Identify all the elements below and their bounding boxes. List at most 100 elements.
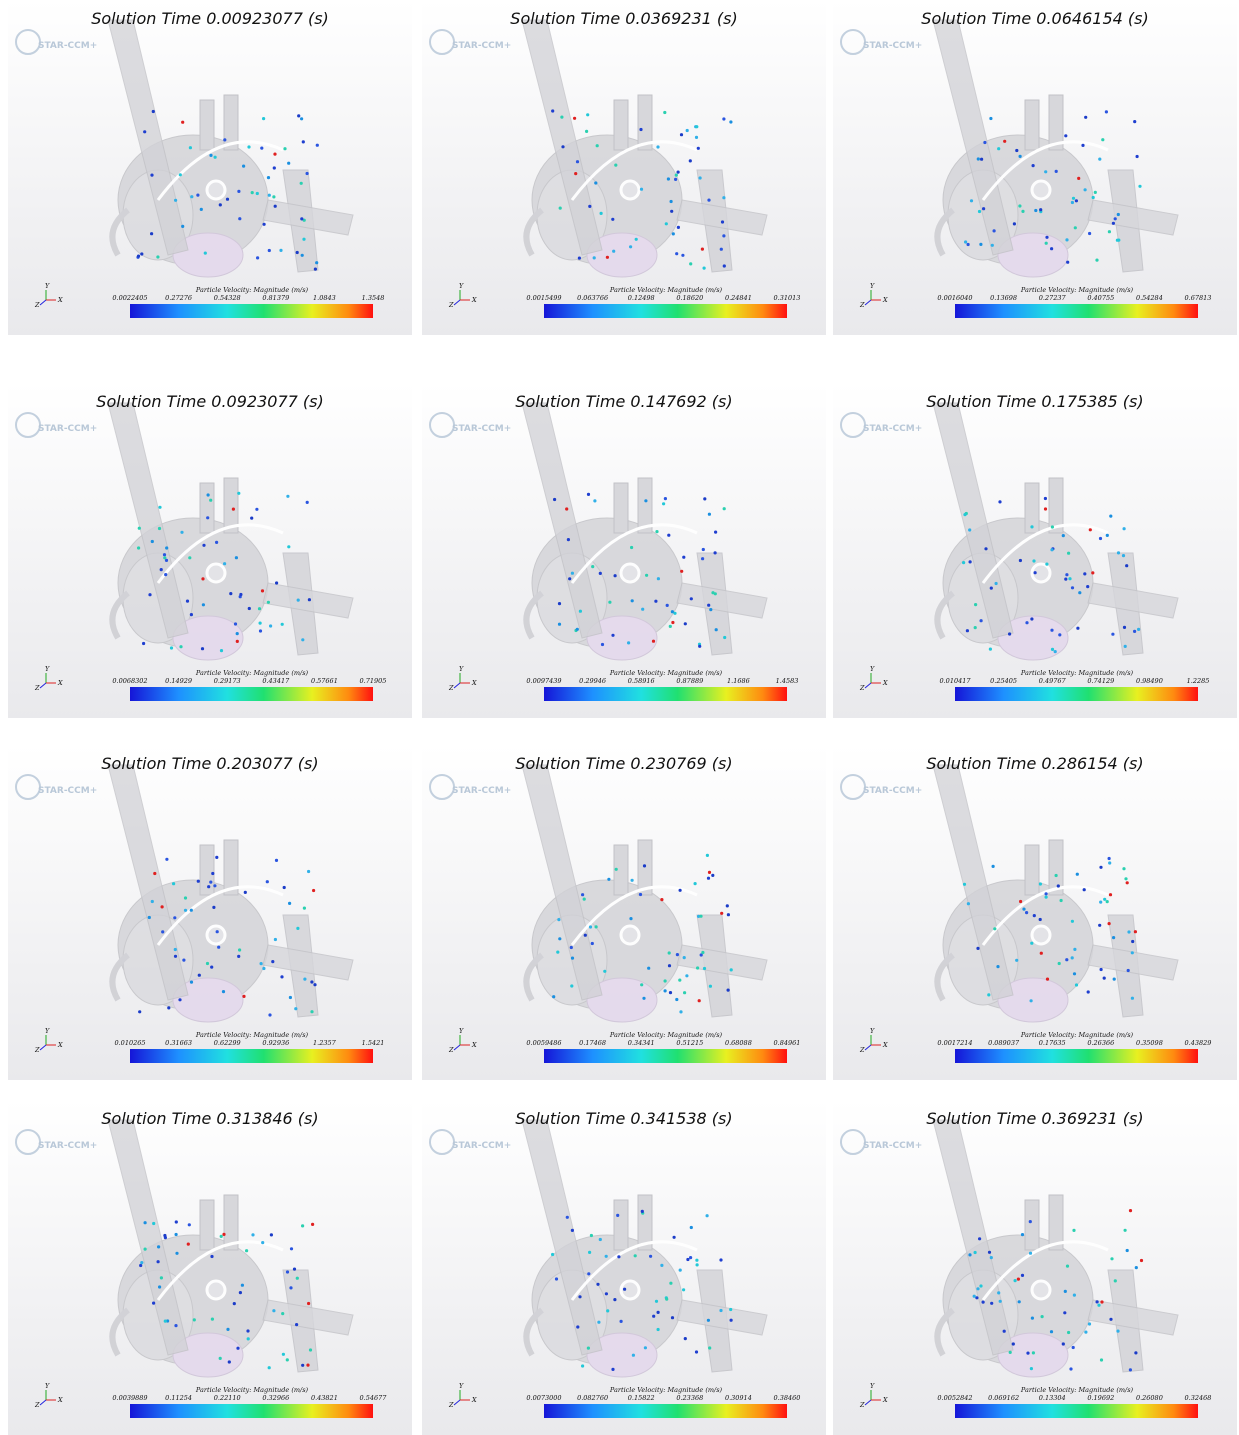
particle xyxy=(1071,956,1074,959)
particle xyxy=(251,1233,254,1236)
particle xyxy=(1073,972,1076,975)
particle xyxy=(645,574,648,577)
particle xyxy=(1050,1330,1053,1333)
particle xyxy=(980,158,983,161)
particle xyxy=(1137,628,1140,631)
particle xyxy=(1063,1311,1066,1314)
particle xyxy=(1114,1279,1117,1282)
particle xyxy=(1083,888,1086,891)
particle xyxy=(686,129,689,132)
particle xyxy=(280,975,283,978)
colorbar-tick-label: 0.010417 xyxy=(939,677,971,685)
particle xyxy=(300,117,303,120)
colorbar-tick-label: 0.74129 xyxy=(1087,677,1114,685)
particle xyxy=(594,181,597,184)
particle xyxy=(295,1323,298,1326)
particle xyxy=(976,1287,979,1290)
particle xyxy=(720,248,723,251)
particle xyxy=(584,934,587,937)
particle xyxy=(656,145,659,148)
particle xyxy=(1069,1367,1072,1370)
particle xyxy=(1073,1294,1076,1297)
triad-label: X xyxy=(57,1041,63,1049)
particle xyxy=(694,882,697,885)
particle xyxy=(714,592,717,595)
particle xyxy=(165,858,168,861)
particle xyxy=(190,981,193,984)
simulation-frame: STAR-CCM+Solution Time 0.147692 (s)YZXPa… xyxy=(422,383,826,718)
particle xyxy=(667,534,670,537)
particle xyxy=(669,991,672,994)
particle xyxy=(1018,1300,1021,1303)
particle xyxy=(189,146,192,149)
particle xyxy=(174,955,177,958)
particle xyxy=(164,573,167,576)
particle xyxy=(301,1364,304,1367)
particle xyxy=(297,599,300,602)
particle xyxy=(213,884,216,887)
particle xyxy=(262,117,265,120)
particle xyxy=(615,868,618,871)
particle xyxy=(561,145,564,148)
particle xyxy=(289,1286,292,1289)
particle xyxy=(281,623,284,626)
particle xyxy=(310,980,313,983)
particle xyxy=(1067,552,1070,555)
particle xyxy=(730,968,733,971)
particle xyxy=(1044,497,1047,500)
particle xyxy=(307,1302,310,1305)
particle xyxy=(1045,896,1048,899)
particle xyxy=(1122,554,1125,557)
particle xyxy=(267,176,270,179)
particle xyxy=(1022,908,1025,911)
particle xyxy=(1008,632,1011,635)
colorbar-tick-label: 0.0016040 xyxy=(937,294,972,302)
particle xyxy=(1050,548,1053,551)
ring xyxy=(1032,1281,1050,1299)
particle xyxy=(652,640,655,643)
particle xyxy=(1084,1331,1087,1334)
particle xyxy=(601,643,604,646)
panel-title: Solution Time 0.203077 (s) xyxy=(101,754,318,773)
particle xyxy=(1075,983,1078,986)
colorbar-tick-label: 0.25405 xyxy=(990,677,1017,685)
colorbar-tick-label: 0.063766 xyxy=(577,294,608,302)
particle xyxy=(1039,918,1042,921)
particle xyxy=(708,871,711,874)
particle xyxy=(698,999,701,1002)
colorbar-tick-label: 0.26080 xyxy=(1136,1394,1163,1402)
particle xyxy=(272,1309,275,1312)
triad-label: Z xyxy=(448,1401,454,1409)
particle xyxy=(551,109,554,112)
particle xyxy=(641,1210,644,1213)
colorbar-tick-label: 0.0059486 xyxy=(526,1039,561,1047)
particle xyxy=(220,649,223,652)
colorbar-tick-label: 0.30914 xyxy=(725,1394,752,1402)
particle xyxy=(708,1346,711,1349)
particle xyxy=(316,144,319,147)
particle xyxy=(303,978,306,981)
vessel xyxy=(200,845,214,895)
particle xyxy=(644,499,647,502)
particle xyxy=(711,874,714,877)
particle xyxy=(989,117,992,120)
particle xyxy=(174,948,177,951)
colorbar-tick-label: 0.98490 xyxy=(1136,677,1163,685)
ring xyxy=(621,181,639,199)
panel-title: Solution Time 0.369231 (s) xyxy=(926,1109,1143,1128)
panel-title: Solution Time 0.341538 (s) xyxy=(515,1109,732,1128)
particle xyxy=(635,238,638,241)
particle xyxy=(1123,626,1126,629)
particle xyxy=(1109,515,1112,518)
watermark: STAR-CCM+ xyxy=(38,424,97,434)
particle xyxy=(251,191,254,194)
colorbar-tick-label: 1.2357 xyxy=(313,1039,337,1047)
particle xyxy=(558,602,561,605)
colorbar xyxy=(544,1049,787,1063)
particle xyxy=(209,499,212,502)
particle xyxy=(995,582,998,585)
particle xyxy=(302,238,305,241)
particle xyxy=(990,1256,993,1259)
particle xyxy=(551,1253,554,1256)
particle xyxy=(1009,1351,1012,1354)
